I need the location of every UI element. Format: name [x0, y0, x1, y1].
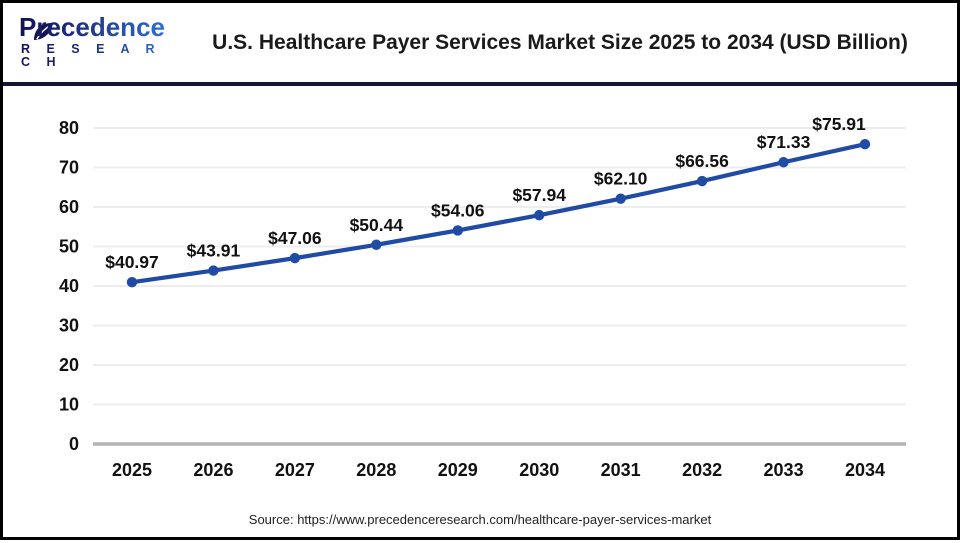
x-axis-tick-label: 2033: [764, 460, 804, 480]
data-point-marker: [208, 265, 219, 276]
data-point-marker: [126, 276, 138, 288]
y-axis-tick-label: 30: [59, 316, 79, 336]
y-axis-tick-label: 20: [59, 355, 79, 375]
x-axis-tick-label: 2027: [275, 460, 315, 480]
data-point-label: $57.94: [512, 185, 566, 205]
series-line: [129, 142, 868, 285]
x-axis-tick-label: 2031: [601, 460, 641, 480]
y-axis-tick-label: 40: [59, 276, 79, 296]
x-axis-tick-label: 2034: [845, 460, 885, 480]
y-axis-tick-label: 70: [59, 158, 79, 178]
y-axis-tick-label: 60: [59, 197, 79, 217]
data-point-marker: [289, 252, 301, 264]
x-axis-tick-label: 2029: [438, 460, 478, 480]
data-point-label: $40.97: [105, 252, 159, 272]
data-point-marker: [778, 157, 789, 168]
data-point-label: $75.91: [812, 114, 866, 134]
logo: Precedence R E S E A R C H: [19, 14, 169, 68]
data-point-label: $71.33: [757, 132, 811, 152]
data-point-marker: [696, 175, 708, 187]
x-axis-tick-label: 2030: [519, 460, 559, 480]
logo-brand-text: Precedence: [19, 12, 165, 42]
data-point-label: $66.56: [675, 151, 729, 171]
page-title: U.S. Healthcare Payer Services Market Si…: [212, 30, 908, 54]
x-axis-tick-label: 2032: [682, 460, 722, 480]
data-point-label: $47.06: [268, 228, 322, 248]
data-point-marker: [859, 138, 871, 150]
logo-sub-text: R E S E A R C H: [19, 43, 169, 68]
y-axis-tick-label: 80: [59, 118, 79, 138]
data-point-marker: [452, 225, 463, 236]
x-axis-tick-label: 2028: [356, 460, 396, 480]
data-point-label: $54.06: [431, 200, 485, 220]
data-point-label: $62.10: [594, 169, 648, 189]
y-axis-tick-label: 0: [69, 434, 79, 454]
y-axis-tick-label: 50: [59, 237, 79, 257]
y-axis-tick-label: 10: [59, 395, 79, 415]
source-text: Source: https://www.precedenceresearch.c…: [248, 512, 712, 527]
data-point-marker: [371, 239, 382, 250]
x-axis-tick-label: 2025: [112, 460, 152, 480]
data-point-label: $50.44: [350, 215, 404, 235]
data-point-marker: [615, 193, 626, 204]
header-divider: [3, 82, 957, 86]
x-axis-tick-label: 2026: [193, 460, 233, 480]
data-point-label: $43.91: [187, 241, 241, 261]
header: Precedence R E S E A R C H U.S. Healthca…: [3, 3, 957, 82]
data-point-marker: [534, 209, 545, 221]
